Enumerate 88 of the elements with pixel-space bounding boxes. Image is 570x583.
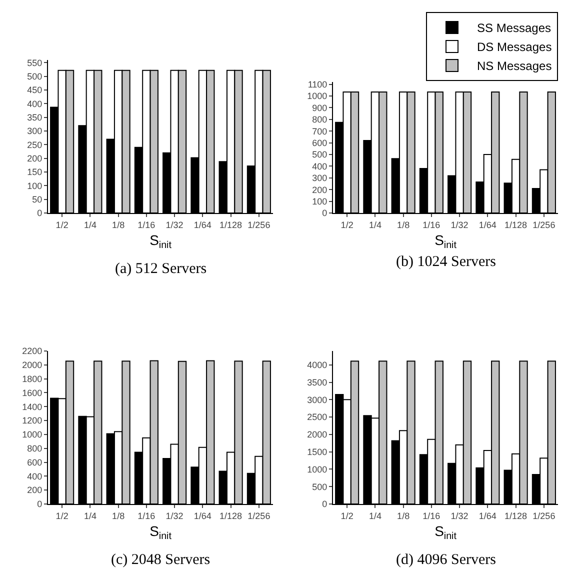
y-tick-label: 100: [312, 196, 328, 206]
x-tick-label: 1/128: [220, 510, 242, 521]
legend-label: DS Messages: [477, 40, 552, 54]
x-tick-label: 1/128: [220, 220, 242, 230]
y-tick-label: 1600: [22, 388, 42, 398]
x-tick-label: 1/256: [532, 510, 556, 521]
y-tick-label: 1000: [22, 430, 42, 440]
y-tick-label: 0: [322, 499, 328, 510]
y-tick-label: 800: [27, 444, 42, 454]
y-tick-label: 250: [27, 140, 42, 150]
x-tick-label: 1/2: [340, 510, 354, 521]
y-tick-label: 600: [27, 457, 42, 468]
text: (c) 2048 Servers: [111, 552, 210, 568]
y-tick-label: 200: [27, 154, 42, 164]
x-tick-label: 1/64: [194, 220, 212, 230]
x-tick-label: 1/16: [138, 220, 156, 230]
legend-label: SS Messages: [477, 21, 552, 36]
x-tick-label: 1/32: [450, 510, 468, 521]
y-tick-label: 200: [27, 485, 42, 496]
x-tick-label: 1/32: [166, 220, 184, 230]
y-tick-label: 0: [37, 208, 42, 218]
y-tick-label: 0: [37, 499, 42, 510]
text: (b) 1024 Servers: [396, 254, 496, 270]
y-tick-label: 1400: [22, 402, 42, 412]
x-tick-label: 1/64: [478, 220, 496, 230]
y-tick-label: 500: [312, 482, 328, 492]
y-tick-label: 0: [322, 208, 328, 218]
y-tick-label: 2000: [307, 430, 328, 440]
x-tick-label: 1/256: [248, 510, 270, 521]
x-tick-label: 1/8: [112, 510, 125, 521]
y-tick-label: 700: [312, 126, 328, 136]
y-tick-label: 1000: [307, 464, 328, 474]
y-tick-label: 550: [27, 58, 42, 68]
y-tick-label: 1500: [307, 446, 328, 457]
x-tick-label: 1/8: [397, 220, 410, 230]
x-tick-label: 1/128: [504, 220, 528, 230]
x-tick-label: 1/8: [112, 220, 125, 230]
y-tick-label: 400: [27, 471, 42, 482]
x-axis-title: S$_{init}$: [434, 232, 457, 252]
y-tick-label: 1000: [307, 91, 328, 102]
y-tick-label: 600: [312, 138, 328, 148]
y-tick-label: 300: [312, 173, 328, 184]
y-tick-label: 300: [27, 126, 42, 136]
x-tick-label: 1/4: [84, 510, 96, 521]
x-tick-label: 1/16: [422, 510, 440, 521]
y-tick-label: 400: [312, 161, 328, 172]
x-tick-label: 1/256: [532, 220, 556, 230]
x-tick-label: 1/4: [84, 220, 96, 230]
y-tick-label: 100: [27, 180, 42, 191]
x-tick-label: 1/4: [368, 220, 382, 230]
y-tick-label: 150: [27, 167, 42, 178]
y-tick-label: 50: [32, 194, 42, 204]
x-axis-title: S$_{init}$: [150, 523, 172, 542]
y-tick-label: 400: [27, 98, 42, 109]
y-tick-label: 1200: [22, 416, 42, 426]
x-axis-title: S$_{init}$: [434, 523, 457, 542]
x-tick-label: 1/128: [504, 510, 528, 521]
y-tick-label: 1800: [22, 374, 42, 384]
x-tick-label: 1/64: [478, 510, 496, 521]
y-tick-label: 1100: [308, 79, 328, 90]
y-tick-label: 3500: [307, 377, 328, 388]
x-axis-title: S$_{init}$: [150, 232, 172, 252]
x-tick-label: 1/32: [450, 220, 468, 230]
y-tick-label: 450: [27, 85, 42, 96]
x-tick-label: 1/64: [194, 510, 212, 521]
y-tick-label: 4000: [307, 360, 328, 370]
text: (a) 512 Servers: [115, 261, 207, 277]
x-tick-label: 1/16: [422, 220, 440, 230]
x-tick-label: 1/32: [166, 510, 184, 521]
y-tick-label: 3000: [307, 394, 328, 405]
x-tick-label: 1/8: [397, 510, 410, 521]
y-tick-label: 500: [27, 72, 42, 82]
text: (d) 4096 Servers: [396, 552, 496, 568]
y-tick-label: 800: [312, 114, 328, 125]
y-tick-label: 2000: [22, 360, 42, 370]
y-tick-label: 900: [312, 102, 328, 113]
legend-label: NS Messages: [477, 59, 552, 74]
y-tick-label: 350: [27, 112, 42, 123]
y-tick-label: 200: [312, 184, 328, 195]
x-tick-label: 1/2: [340, 220, 354, 230]
x-tick-label: 1/2: [56, 220, 68, 230]
y-tick-label: 2500: [307, 412, 328, 422]
x-tick-label: 1/256: [248, 220, 270, 230]
x-tick-label: 1/16: [138, 510, 156, 521]
y-tick-label: 2200: [22, 346, 42, 356]
x-tick-label: 1/2: [56, 510, 68, 521]
y-tick-label: 500: [312, 150, 328, 160]
x-tick-label: 1/4: [368, 510, 382, 521]
